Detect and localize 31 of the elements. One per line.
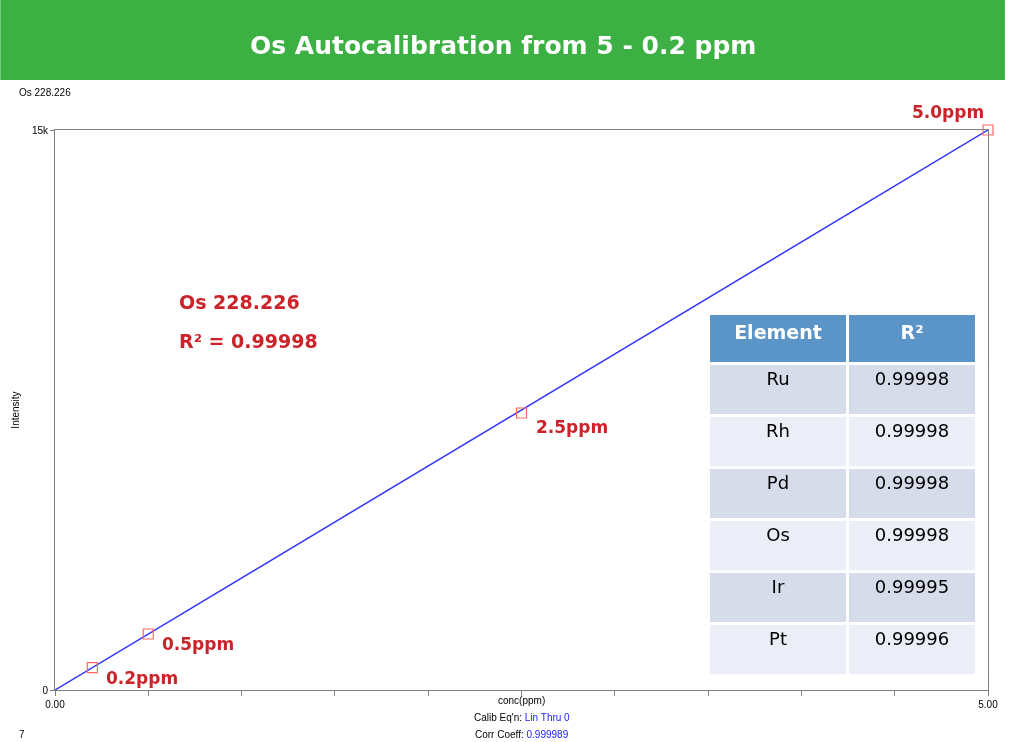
- x-tick-label: 0.00: [45, 699, 66, 710]
- y-tick-label: 0: [42, 684, 49, 696]
- x-tick-label: 5.00: [978, 699, 999, 710]
- annotation: Os 228.226: [179, 291, 300, 313]
- text: Os 228.226: [19, 87, 72, 98]
- annotation: R² = 0.99998: [179, 330, 318, 352]
- text: Calib Eq'n: Lin Thru 0: [474, 712, 571, 723]
- text: Corr Coeff: 0.999989: [475, 729, 569, 740]
- y-axis-title: Intensity: [9, 391, 21, 429]
- y-tick-label: 15k: [31, 124, 49, 136]
- annotation: 2.5ppm: [536, 417, 609, 437]
- annotation: 0.2ppm: [106, 668, 179, 688]
- annotation: Ir: [771, 575, 785, 597]
- annotation: 0.99998: [874, 367, 950, 389]
- annotation: Pd: [766, 471, 790, 493]
- annotation: Ru: [766, 367, 790, 389]
- x-axis-title: conc(ppm): [498, 695, 546, 706]
- text: 7: [19, 729, 25, 740]
- annotation: Os: [766, 523, 790, 545]
- annotation: 0.99995: [874, 575, 950, 597]
- annotation: 0.99998: [874, 419, 950, 441]
- annotation: R²: [900, 321, 924, 343]
- annotation: Pt: [769, 627, 787, 649]
- annotation: 0.99998: [874, 471, 950, 493]
- annotation: Element: [734, 321, 822, 343]
- annotation: 0.5ppm: [162, 634, 235, 654]
- chart-title: Os Autocalibration from 5 - 0.2 ppm: [250, 31, 757, 60]
- annotation: Rh: [766, 419, 790, 441]
- annotation: 5.0ppm: [912, 102, 985, 122]
- annotation: 0.99998: [874, 523, 950, 545]
- annotation: 0.99996: [874, 627, 950, 649]
